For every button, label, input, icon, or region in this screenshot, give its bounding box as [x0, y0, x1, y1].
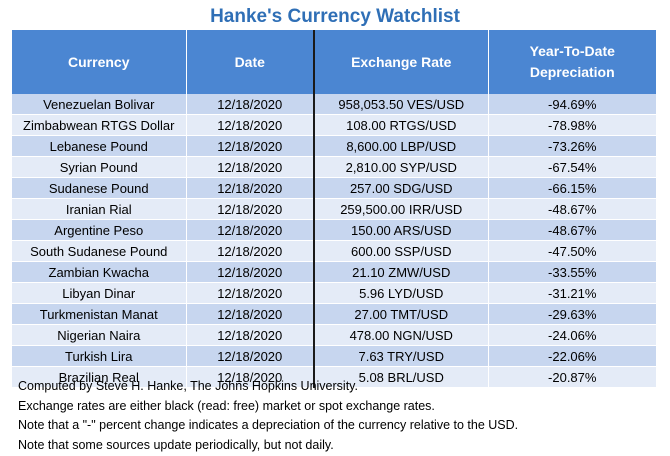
cell-currency: Libyan Dinar [12, 282, 186, 304]
header-date: Date [185, 30, 314, 94]
header-currency: Currency [12, 30, 186, 94]
cell-ytd-depreciation: -67.54% [487, 156, 656, 178]
cell-exchange-rate: 108.00 RTGS/USD [313, 114, 488, 136]
cell-ytd-depreciation: -31.21% [487, 282, 656, 304]
cell-exchange-rate: 259,500.00 IRR/USD [313, 198, 488, 220]
footnote-rates: Exchange rates are either black (read: f… [18, 398, 435, 413]
cell-exchange-rate: 5.96 LYD/USD [313, 282, 488, 304]
table-row: Sudanese Pound 12/18/2020 257.00 SDG/USD -6… [12, 177, 656, 199]
cell-date: 12/18/2020 [185, 366, 314, 388]
cell-exchange-rate: 8,600.00 LBP/USD [313, 135, 488, 157]
table-row: Zimbabwean RTGS Dollar 12/18/2020 108.00 R… [12, 114, 656, 136]
cell-exchange-rate: 478.00 NGN/USD [313, 324, 488, 346]
cell-ytd-depreciation: -48.67% [487, 198, 656, 220]
table-row: Brazilian Real 12/18/2020 5.08 BRL/USD -20.… [12, 366, 656, 388]
cell-date: 12/18/2020 [185, 324, 314, 346]
page-title: Hanke's Currency Watchlist [210, 6, 460, 27]
table-row: Turkish Lira 12/18/2020 7.63 TRY/USD -22.06… [12, 345, 656, 367]
cell-ytd-depreciation: -24.06% [487, 324, 656, 346]
cell-date: 12/18/2020 [185, 282, 314, 304]
cell-exchange-rate: 27.00 TMT/USD [313, 303, 488, 325]
table-row: Zambian Kwacha 12/18/2020 21.10 ZMW/USD -33… [12, 261, 656, 283]
cell-ytd-depreciation: -73.26% [487, 135, 656, 157]
cell-ytd-depreciation: -20.87% [487, 366, 656, 388]
cell-currency: Argentine Peso [12, 219, 186, 241]
cell-currency: Syrian Pound [12, 156, 186, 178]
cell-ytd-depreciation: -22.06% [487, 345, 656, 367]
table-header-row: Currency Date Exchange Rate Year-To-Date… [12, 30, 656, 94]
cell-currency: Nigerian Naira [12, 324, 186, 346]
table-body: Venezuelan Bolivar 12/18/2020 958,053.50 V… [12, 94, 656, 388]
table-row: Iranian Rial 12/18/2020 259,500.00 IRR/USD… [12, 198, 656, 220]
cell-currency: Venezuelan Bolivar [12, 94, 186, 115]
cell-date: 12/18/2020 [185, 303, 314, 325]
table-row: Libyan Dinar 12/18/2020 5.96 LYD/USD -31.21… [12, 282, 656, 304]
cell-date: 12/18/2020 [185, 135, 314, 157]
table-row: Turkmenistan Manat 12/18/2020 27.00 TMT/US… [12, 303, 656, 325]
table-row: Syrian Pound 12/18/2020 2,810.00 SYP/USD -6… [12, 156, 656, 178]
table-row: Nigerian Naira 12/18/2020 478.00 NGN/USD -2… [12, 324, 656, 346]
cell-currency: Turkish Lira [12, 345, 186, 367]
cell-exchange-rate: 257.00 SDG/USD [313, 177, 488, 199]
cell-exchange-rate: 2,810.00 SYP/USD [313, 156, 488, 178]
cell-ytd-depreciation: -78.98% [487, 114, 656, 136]
header-ytd-depreciation: Year-To-Date Depreciation [487, 30, 656, 94]
cell-date: 12/18/2020 [185, 240, 314, 262]
cell-ytd-depreciation: -33.55% [487, 261, 656, 283]
table-row: Lebanese Pound 12/18/2020 8,600.00 LBP/USD… [12, 135, 656, 157]
cell-ytd-depreciation: -48.67% [487, 219, 656, 241]
cell-ytd-depreciation: -29.63% [487, 303, 656, 325]
cell-currency: Iranian Rial [12, 198, 186, 220]
cell-exchange-rate: 5.08 BRL/USD [313, 366, 488, 388]
cell-currency: Brazilian Real [12, 366, 186, 388]
cell-currency: Zimbabwean RTGS Dollar [12, 114, 186, 136]
cell-exchange-rate: 150.00 ARS/USD [313, 219, 488, 241]
currency-table: Currency Date Exchange Rate Year-To-Date… [12, 30, 656, 388]
cell-date: 12/18/2020 [185, 261, 314, 283]
table-row: Argentine Peso 12/18/2020 150.00 ARS/USD -4… [12, 219, 656, 241]
cell-date: 12/18/2020 [185, 94, 314, 115]
cell-exchange-rate: 600.00 SSP/USD [313, 240, 488, 262]
cell-ytd-depreciation: -94.69% [487, 94, 656, 115]
cell-currency: South Sudanese Pound [12, 240, 186, 262]
cell-exchange-rate: 7.63 TRY/USD [313, 345, 488, 367]
cell-date: 12/18/2020 [185, 345, 314, 367]
footnotes: Computed by Steve H. Hanke, The Johns Ho… [18, 377, 658, 455]
cell-currency: Zambian Kwacha [12, 261, 186, 283]
cell-date: 12/18/2020 [185, 114, 314, 136]
cell-currency: Sudanese Pound [12, 177, 186, 199]
cell-date: 12/18/2020 [185, 219, 314, 241]
cell-currency: Turkmenistan Manat [12, 303, 186, 325]
header-exchange-rate: Exchange Rate [313, 30, 488, 94]
table-row: Venezuelan Bolivar 12/18/2020 958,053.50 V… [12, 94, 656, 115]
cell-exchange-rate: 958,053.50 VES/USD [313, 94, 488, 115]
cell-date: 12/18/2020 [185, 177, 314, 199]
cell-ytd-depreciation: -66.15% [487, 177, 656, 199]
footnote-updates: Note that some sources update periodical… [18, 437, 334, 452]
cell-ytd-depreciation: -47.50% [487, 240, 656, 262]
cell-date: 12/18/2020 [185, 198, 314, 220]
table-row: South Sudanese Pound 12/18/2020 600.00 SSP… [12, 240, 656, 262]
cell-exchange-rate: 21.10 ZMW/USD [313, 261, 488, 283]
footnote-sign: Note that a "-" percent change indicates… [18, 418, 519, 432]
cell-currency: Lebanese Pound [12, 135, 186, 157]
footnote-source: Computed by Steve H. Hanke, The Johns Ho… [18, 379, 358, 393]
cell-date: 12/18/2020 [185, 156, 314, 178]
